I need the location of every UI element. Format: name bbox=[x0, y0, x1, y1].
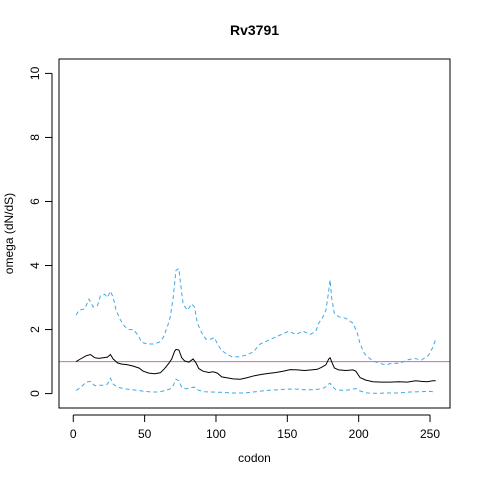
x-tick-label: 100 bbox=[206, 427, 226, 441]
y-axis: 0 2 4 6 8 10 bbox=[28, 66, 53, 397]
x-axis: 0 50 100 150 200 250 bbox=[70, 414, 440, 441]
x-tick-label: 200 bbox=[349, 427, 369, 441]
y-tick-label: 6 bbox=[28, 198, 42, 205]
y-tick-label: 8 bbox=[28, 134, 42, 141]
x-axis-label: codon bbox=[238, 451, 271, 465]
series-lower-line bbox=[75, 377, 436, 394]
y-tick-label: 4 bbox=[28, 262, 42, 269]
x-tick-label: 250 bbox=[420, 427, 440, 441]
x-tick-label: 50 bbox=[138, 427, 152, 441]
plot-frame bbox=[58, 58, 451, 409]
x-tick-label: 0 bbox=[70, 427, 77, 441]
y-tick-label: 10 bbox=[28, 66, 42, 80]
chart-title: Rv3791 bbox=[230, 22, 279, 38]
y-axis-label: omega (dN/dS) bbox=[2, 193, 16, 274]
y-tick-label: 2 bbox=[28, 326, 42, 333]
series-estimate-line bbox=[75, 348, 436, 383]
y-tick-label: 0 bbox=[28, 390, 42, 397]
x-tick-label: 150 bbox=[277, 427, 297, 441]
series-layer bbox=[59, 267, 450, 394]
